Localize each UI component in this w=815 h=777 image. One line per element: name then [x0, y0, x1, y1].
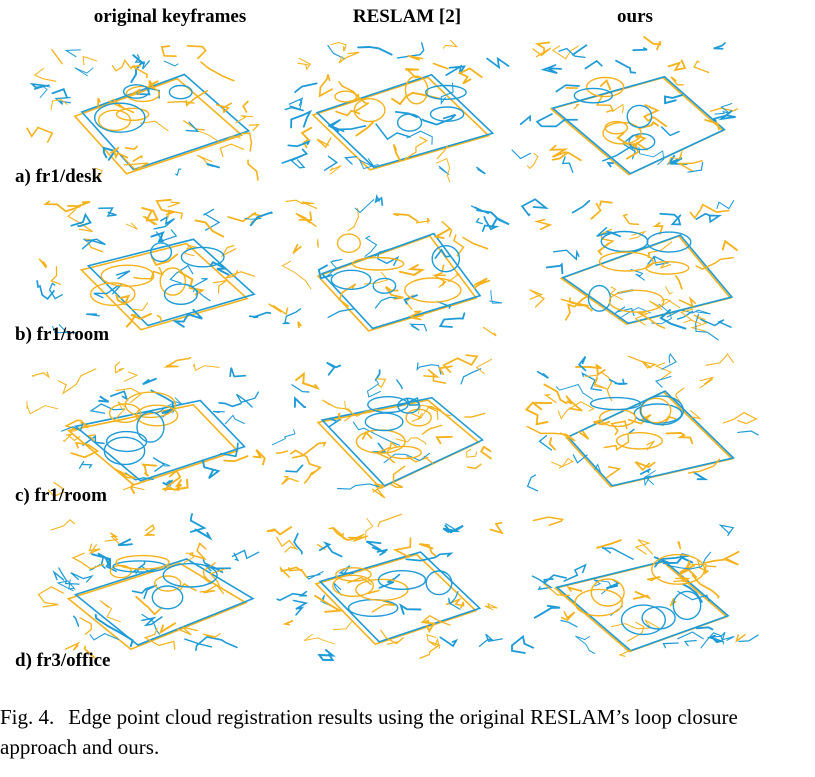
caption-text: Edge point cloud registration results us…: [0, 705, 738, 759]
row-label-fr3-office: d) fr3/office: [15, 650, 111, 671]
row-label-fr1-desk: a) fr1/desk: [15, 166, 103, 187]
point-cloud-panel: [25, 352, 275, 502]
row-label-fr1-room-c: c) fr1/room: [15, 485, 107, 506]
point-cloud-panel: [25, 35, 275, 185]
point-cloud-panel: [265, 352, 515, 502]
point-cloud-panel: [510, 35, 760, 185]
point-cloud-panel: [265, 512, 515, 662]
column-header-reslam: RESLAM [2]: [352, 6, 462, 27]
point-cloud-panel: [510, 512, 760, 662]
row-label-fr1-room-b: b) fr1/room: [15, 324, 110, 345]
point-cloud-panel: [265, 192, 515, 342]
point-cloud-panel: [510, 352, 760, 502]
figure-caption: Fig. 4. Edge point cloud registration res…: [0, 702, 815, 762]
point-cloud-panel: [25, 512, 275, 662]
column-header-original-keyframes: original keyframes: [93, 6, 247, 27]
point-cloud-panel: [25, 192, 275, 342]
point-cloud-panel: [510, 192, 760, 342]
caption-label: Fig. 4.: [0, 705, 55, 729]
column-header-ours: ours: [617, 6, 653, 27]
point-cloud-panel: [265, 35, 515, 185]
